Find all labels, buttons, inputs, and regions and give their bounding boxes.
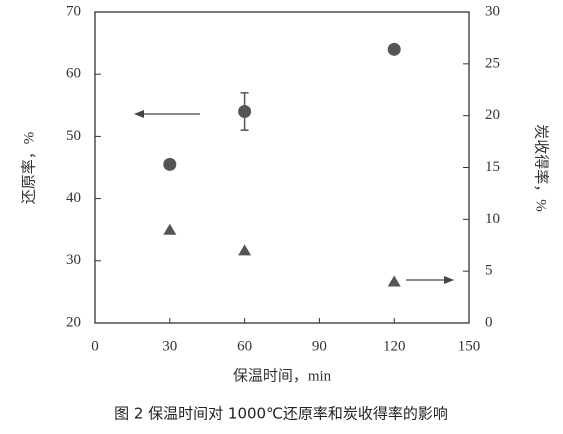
y2-tick-label: 5 bbox=[485, 263, 493, 279]
x-tick-label: 120 bbox=[383, 338, 406, 354]
circle-point bbox=[238, 105, 252, 119]
triangle-point bbox=[163, 223, 177, 235]
x-tick-label: 90 bbox=[312, 338, 327, 354]
triangle-point bbox=[238, 244, 252, 256]
x-tick-label: 30 bbox=[162, 338, 177, 354]
y-tick-label: 20 bbox=[66, 314, 81, 330]
y2-tick-label: 30 bbox=[485, 3, 500, 19]
right-arrow bbox=[406, 276, 454, 284]
y2-tick-label: 10 bbox=[485, 211, 500, 227]
left-arrow bbox=[134, 110, 200, 118]
x-axis-label: 保温时间，min bbox=[233, 367, 332, 384]
y-tick-label: 70 bbox=[66, 3, 81, 19]
y-axis-label: 还原率，% bbox=[20, 132, 37, 205]
triangle-point bbox=[387, 275, 401, 287]
y-tick-label: 50 bbox=[66, 128, 81, 144]
y-tick-label: 40 bbox=[66, 190, 81, 206]
y2-tick-label: 15 bbox=[485, 159, 500, 175]
circle-point bbox=[163, 157, 177, 171]
x-tick-label: 60 bbox=[237, 338, 252, 354]
caption: 图 2 保温时间对 1000℃还原率和炭收得率的影响 bbox=[114, 405, 448, 423]
y2-tick-label: 0 bbox=[485, 314, 493, 330]
plot-frame bbox=[94, 11, 470, 324]
circle-point bbox=[387, 42, 401, 56]
x-tick-label: 150 bbox=[458, 338, 481, 354]
y-tick-label: 60 bbox=[66, 66, 81, 82]
y2-tick-label: 25 bbox=[485, 55, 500, 71]
y2-tick-label: 20 bbox=[485, 107, 500, 123]
x-tick-label: 0 bbox=[91, 338, 99, 354]
y2-axis-label: 炭收得率，% bbox=[533, 124, 550, 212]
y-tick-label: 30 bbox=[66, 252, 81, 268]
